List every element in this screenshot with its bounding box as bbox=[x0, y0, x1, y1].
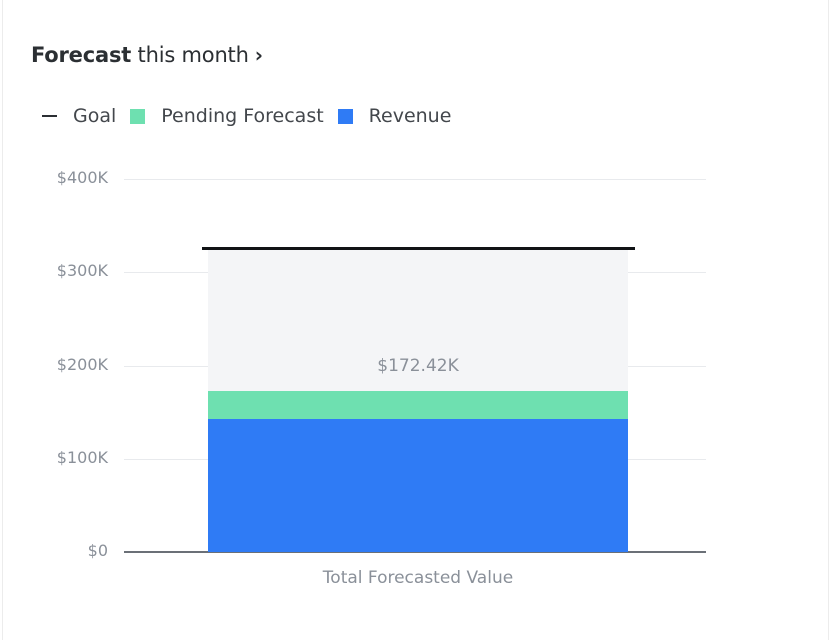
pending-swatch-icon bbox=[130, 108, 146, 124]
goal-line-icon bbox=[42, 115, 57, 117]
y-tick-label: $200K bbox=[56, 354, 108, 374]
chart-legend: Goal Pending Forecast Revenue bbox=[42, 104, 465, 128]
card-title[interactable]: Forecast this month › bbox=[31, 43, 263, 67]
y-tick-label: $400K bbox=[56, 168, 108, 187]
y-tick-label: $300K bbox=[56, 261, 108, 281]
chevron-right-icon[interactable]: › bbox=[254, 43, 263, 67]
y-tick-label: $0 bbox=[87, 541, 108, 560]
x-category-label: Total Forecasted Value bbox=[322, 568, 514, 588]
revenue-swatch-icon bbox=[337, 108, 353, 124]
x-axis-line bbox=[124, 551, 706, 553]
legend-label: Pending Forecast bbox=[161, 105, 324, 127]
y-tick-label: $100K bbox=[56, 447, 108, 467]
pending-forecast-bar-segment[interactable] bbox=[208, 391, 628, 419]
total-value-label: $172.42K bbox=[377, 356, 459, 377]
gridline bbox=[124, 179, 706, 180]
legend-item-revenue[interactable]: Revenue bbox=[337, 105, 452, 127]
revenue-bar-segment[interactable] bbox=[208, 418, 628, 552]
legend-item-goal[interactable]: Goal bbox=[42, 105, 116, 127]
legend-label: Goal bbox=[73, 105, 117, 127]
legend-item-pending-forecast[interactable]: Pending Forecast bbox=[130, 105, 324, 127]
title-rest: this month bbox=[131, 43, 249, 67]
title-bold: Forecast bbox=[31, 43, 132, 67]
legend-label: Revenue bbox=[368, 105, 452, 127]
goal-line[interactable] bbox=[202, 246, 635, 250]
